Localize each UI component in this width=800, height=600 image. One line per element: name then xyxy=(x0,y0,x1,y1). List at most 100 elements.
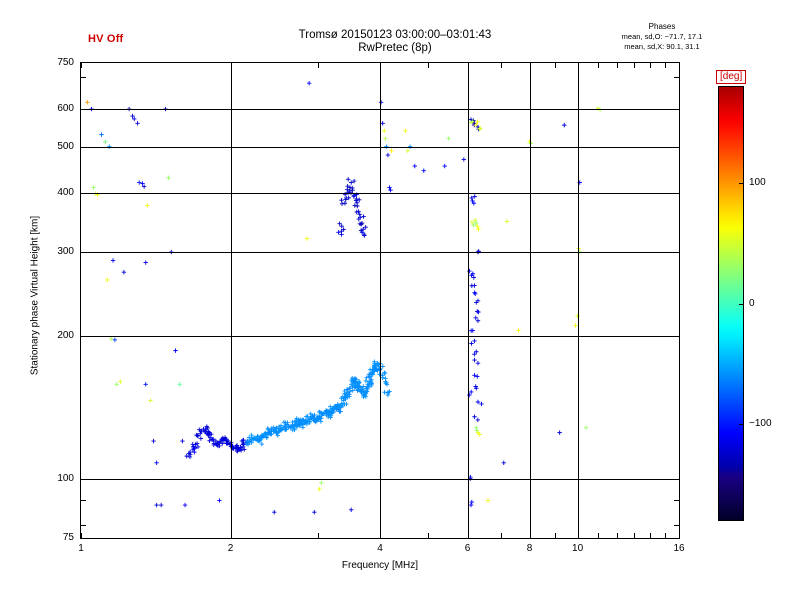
scatter-point xyxy=(318,419,324,424)
scatter-point xyxy=(105,277,110,283)
scatter-point xyxy=(352,203,357,208)
scatter-point xyxy=(151,438,156,444)
scatter-point xyxy=(305,414,310,419)
scatter-point xyxy=(382,128,387,133)
scatter-point xyxy=(472,194,477,199)
x-axis-tick-top xyxy=(665,63,667,68)
scatter-point xyxy=(184,453,189,459)
scatter-point xyxy=(351,178,357,184)
scatter-point xyxy=(374,367,379,373)
scatter-point xyxy=(405,148,410,154)
scatter-point xyxy=(475,298,481,304)
y-axis-tick xyxy=(81,77,86,79)
x-axis-tick xyxy=(598,533,600,538)
scatter-point xyxy=(336,230,341,235)
scatter-point xyxy=(312,509,317,515)
scatter-point xyxy=(331,407,336,412)
x-axis-label: Frequency [MHz] xyxy=(341,560,419,571)
y-axis-tick-right xyxy=(674,77,679,79)
phases-line-x: mean, sd,X: 90.1, 31.1 xyxy=(624,42,700,51)
scatter-point xyxy=(99,132,104,137)
scatter-point xyxy=(469,219,475,225)
scatter-point xyxy=(340,403,346,409)
scatter-point xyxy=(194,441,200,446)
scatter-point xyxy=(300,422,305,427)
scatter-point xyxy=(476,226,481,232)
x-axis-tick xyxy=(230,533,232,538)
scatter-point xyxy=(473,315,478,320)
scatter-point xyxy=(475,399,481,405)
scatter-point xyxy=(472,373,477,378)
scatter-point xyxy=(262,431,267,436)
scatter-point xyxy=(475,119,480,124)
colorbar-unit-label: [deg] xyxy=(716,70,747,84)
scatter-point xyxy=(349,378,354,383)
y-tick-label: 300 xyxy=(57,246,74,257)
scatter-point xyxy=(478,126,483,131)
scatter-point xyxy=(362,393,367,398)
scatter-point xyxy=(357,212,362,217)
scatter-point xyxy=(341,227,346,232)
y-axis-tick-right xyxy=(674,109,679,110)
y-tick-label: 75 xyxy=(62,532,74,543)
scatter-point xyxy=(195,433,200,438)
scatter-point xyxy=(474,425,479,430)
y-axis-tick xyxy=(81,500,86,502)
scatter-point xyxy=(504,219,509,224)
scatter-point xyxy=(198,428,204,434)
scatter-point xyxy=(369,377,374,382)
scatter-point xyxy=(346,195,351,201)
scatter-point xyxy=(217,443,222,449)
x-axis-tick-top xyxy=(81,63,82,68)
scatter-point xyxy=(384,382,390,387)
scatter-point xyxy=(340,394,346,399)
x-axis-tick-top xyxy=(617,63,618,68)
scatter-point xyxy=(469,389,474,395)
scatter-point xyxy=(477,126,482,132)
x-axis-tick-top xyxy=(577,63,579,68)
scatter-point xyxy=(473,384,478,389)
scatter-point xyxy=(223,437,228,442)
scatter-point xyxy=(91,185,96,190)
scatter-point xyxy=(354,209,359,215)
y-tick-label: 600 xyxy=(57,103,74,114)
scatter-point xyxy=(385,152,391,158)
y-axis-label: Stationary phase Virtual Height [km] xyxy=(29,215,41,376)
scatter-point xyxy=(472,414,477,419)
scatter-point xyxy=(247,439,252,444)
scatter-point xyxy=(198,436,204,441)
x-tick-label: 6 xyxy=(464,543,471,554)
scatter-point xyxy=(471,275,477,280)
x-axis-tick xyxy=(634,533,636,538)
x-tick-label: 16 xyxy=(673,543,685,554)
scatter-point xyxy=(469,195,474,201)
scatter-point xyxy=(442,163,447,169)
scatter-point xyxy=(359,387,364,392)
scatter-point xyxy=(469,499,474,505)
scatter-point xyxy=(217,439,223,444)
x-tick-label: 10 xyxy=(572,543,584,554)
y-axis-tick-right xyxy=(674,500,679,502)
chart-title-line1: Tromsø 20150123 03:00:00–03:01:43 xyxy=(298,29,492,41)
scatter-point xyxy=(388,187,393,193)
scatter-point xyxy=(217,498,222,503)
scatter-point xyxy=(356,379,362,384)
scatter-point xyxy=(516,328,521,333)
scatter-point xyxy=(475,374,480,379)
scatter-point xyxy=(283,425,288,430)
scatter-point xyxy=(249,432,254,438)
scatter-point xyxy=(317,487,322,492)
colorbar-tick xyxy=(739,303,744,305)
scatter-point xyxy=(473,218,478,223)
scatter-point xyxy=(241,437,246,443)
scatter-point xyxy=(324,410,330,416)
scatter-point xyxy=(339,224,344,229)
scatter-point xyxy=(361,214,366,219)
x-axis-tick xyxy=(428,533,430,538)
scatter-point xyxy=(446,136,451,141)
scatter-point xyxy=(224,441,230,446)
scatter-point xyxy=(316,409,322,414)
x-tick-label: 2 xyxy=(227,543,234,554)
scatter-point xyxy=(372,359,377,364)
scatter-point xyxy=(389,148,394,154)
